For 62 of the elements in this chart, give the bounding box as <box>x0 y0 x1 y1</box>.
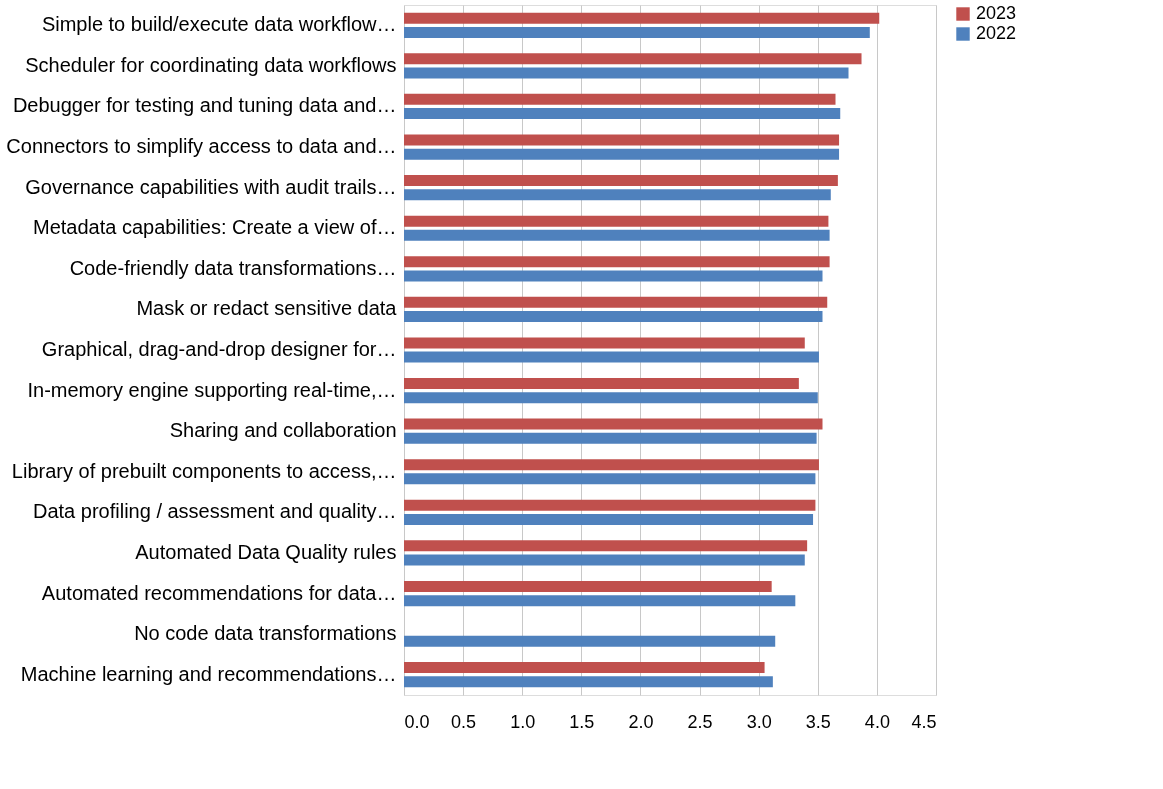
y-tick-label: Connectors to simplify access to data and… <box>6 135 397 158</box>
bar <box>404 377 799 389</box>
x-tick-label: 1.5 <box>569 711 595 732</box>
bar <box>404 189 831 201</box>
y-tick-label: Machine learning and recommendations… <box>20 662 397 685</box>
bar <box>404 53 862 65</box>
x-tick-label: 2.0 <box>628 711 654 732</box>
x-tick-label: 2.5 <box>687 711 713 732</box>
y-tick-label: Scheduler for coordinating data workflows <box>25 53 397 76</box>
bar <box>404 499 816 511</box>
bar <box>404 256 830 268</box>
y-tick-label: Automated Data Quality rules <box>135 540 397 563</box>
x-tick-label: 3.5 <box>805 711 831 732</box>
x-tick-label: 0.5 <box>451 711 477 732</box>
x-tick-label: 4.0 <box>864 711 890 732</box>
y-tick-label: No code data transformations <box>134 622 397 645</box>
y-tick-label: Simple to build/execute data workflow… <box>41 13 397 36</box>
bar <box>404 311 823 323</box>
bar <box>404 296 828 308</box>
bar <box>404 351 819 363</box>
bar <box>404 418 823 430</box>
bar <box>404 392 818 404</box>
bar <box>404 229 830 241</box>
y-tick-label: Sharing and collaboration <box>169 419 397 442</box>
y-tick-label: Metadata capabilities: Create a view of… <box>32 216 397 239</box>
bar <box>404 459 819 471</box>
bar <box>404 662 765 674</box>
bar <box>404 148 840 160</box>
bar <box>404 215 829 227</box>
legend-label: 2023 <box>976 3 1017 23</box>
bar <box>404 67 849 79</box>
x-tick-label: 3.0 <box>746 711 772 732</box>
y-tick-label: Automated recommendations for data… <box>41 581 397 604</box>
bar <box>404 175 838 187</box>
legend-label: 2022 <box>976 23 1017 43</box>
y-tick-label: In-memory engine supporting real-time,… <box>27 378 397 401</box>
y-tick-label: Graphical, drag-and-drop designer for… <box>41 338 397 360</box>
bar <box>404 134 840 146</box>
bar <box>404 26 870 38</box>
bar <box>404 473 816 485</box>
bar <box>404 580 772 592</box>
bar <box>404 270 823 282</box>
bar <box>404 676 773 688</box>
bar <box>404 108 841 120</box>
x-tick-label: 1.0 <box>510 711 536 732</box>
bar <box>404 337 805 349</box>
bar <box>404 635 776 647</box>
bar <box>404 540 808 552</box>
y-tick-label: Mask or redact sensitive data <box>136 297 398 320</box>
bar <box>404 554 805 566</box>
y-tick-label: Debugger for testing and tuning data and… <box>12 94 397 117</box>
bar <box>404 432 817 444</box>
bar <box>404 513 814 525</box>
x-tick-label: 0.0 <box>404 711 430 732</box>
bar <box>404 93 836 105</box>
x-tick-label: 4.5 <box>911 711 937 732</box>
y-tick-label: Governance capabilities with audit trails… <box>25 175 397 198</box>
y-tick-label: Library of prebuilt components to access,… <box>11 459 397 482</box>
bar <box>404 12 880 24</box>
y-tick-label: Data profiling / assessment and quality… <box>32 500 397 523</box>
y-tick-label: Code-friendly data transformations… <box>69 256 397 279</box>
bar <box>404 595 796 607</box>
